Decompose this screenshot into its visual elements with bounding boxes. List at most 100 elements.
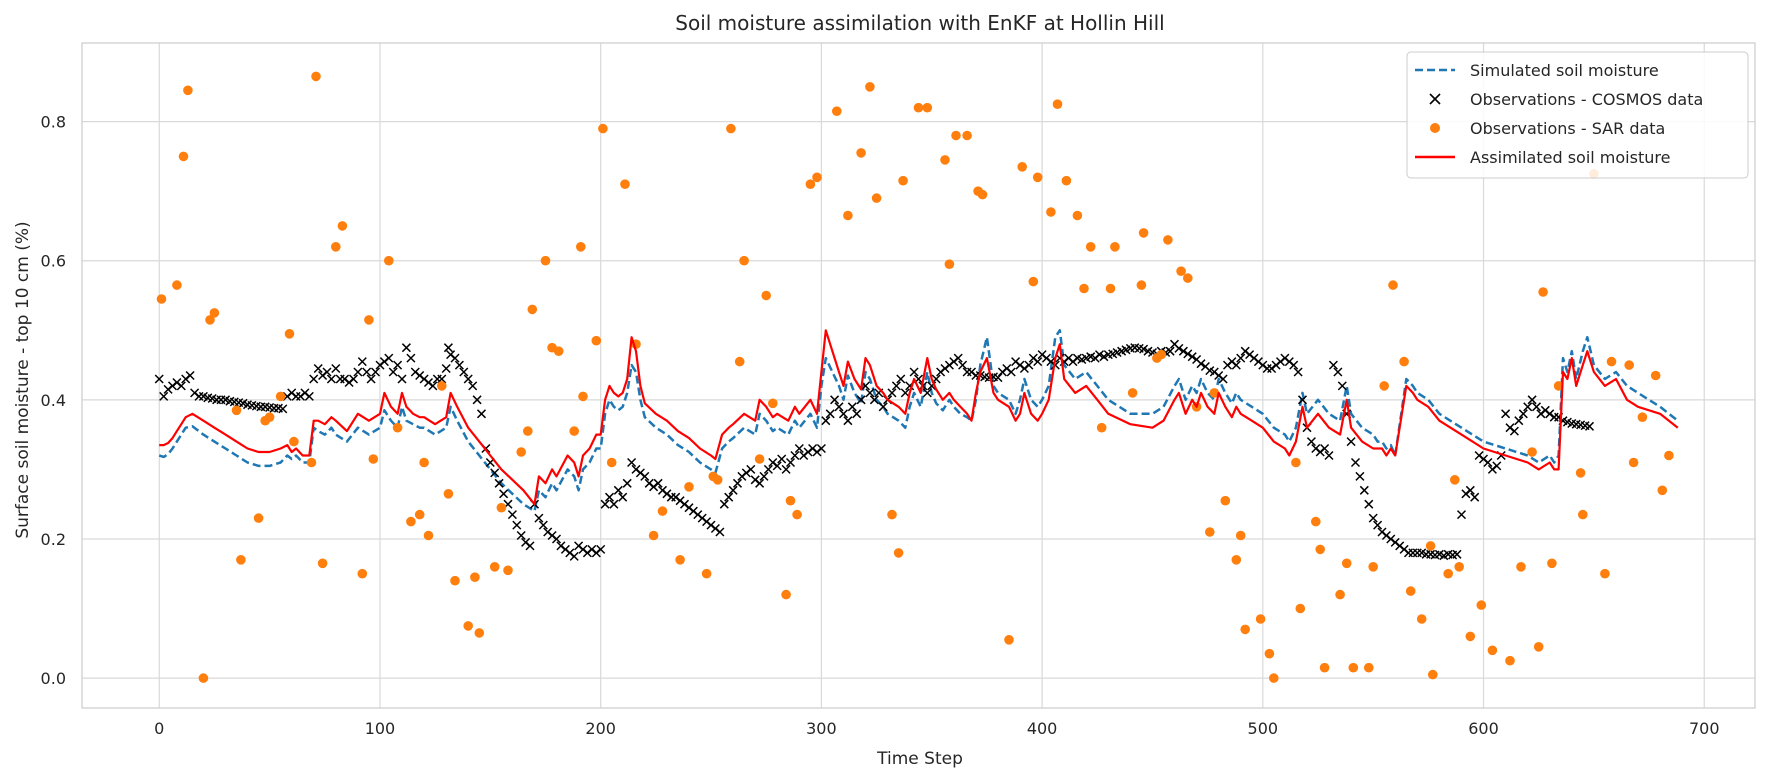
sar-point (1516, 562, 1526, 572)
sar-point (812, 173, 822, 183)
sar-point (338, 221, 348, 231)
sar-point (1157, 350, 1167, 360)
sar-point (1466, 632, 1476, 642)
sar-point (364, 315, 374, 325)
sar-point (1538, 287, 1548, 297)
sar-point (914, 103, 924, 113)
sar-point (1079, 284, 1089, 294)
sar-point (684, 482, 694, 492)
sar-point (475, 628, 485, 638)
sar-point (945, 259, 955, 269)
sar-point (1443, 569, 1453, 579)
sar-point (1291, 458, 1301, 468)
sar-point (1137, 280, 1147, 290)
sar-point (887, 510, 897, 520)
sar-point (1110, 242, 1120, 252)
sar-point (1379, 381, 1389, 391)
sar-point (726, 124, 736, 134)
sar-point (1046, 207, 1056, 217)
x-axis-label: Time Step (876, 749, 963, 769)
sar-point (470, 572, 480, 582)
legend-simulated-label: Simulated soil moisture (1470, 61, 1659, 80)
sar-point (1576, 468, 1586, 478)
sar-point (157, 294, 167, 304)
sar-point (1265, 649, 1275, 659)
sar-point (1600, 569, 1610, 579)
sar-point (1651, 371, 1661, 381)
y-tick-label: 0.4 (41, 391, 66, 410)
sar-point (444, 489, 454, 499)
sar-point (523, 426, 533, 436)
sar-point (285, 329, 295, 339)
sar-point (415, 510, 425, 520)
sar-point (1388, 280, 1398, 290)
sar-point (265, 412, 275, 422)
sar-point (898, 176, 908, 186)
sar-point (1086, 242, 1096, 252)
sar-point (419, 458, 429, 468)
sar-point (1629, 458, 1639, 468)
sar-point (1053, 99, 1063, 109)
sar-point (1017, 162, 1027, 172)
sar-point (318, 559, 328, 569)
sar-point (576, 242, 586, 252)
sar-point (1139, 228, 1149, 238)
sar-point (792, 510, 802, 520)
sar-point (1454, 562, 1464, 572)
sar-point (497, 503, 507, 513)
sar-point (1256, 614, 1266, 624)
y-tick-label: 0.0 (41, 669, 66, 688)
sar-point (1364, 663, 1374, 673)
legend-assimilated-label: Assimilated soil moisture (1470, 148, 1670, 167)
sar-point (658, 506, 668, 516)
sar-point (450, 576, 460, 586)
x-tick-label: 500 (1248, 719, 1279, 738)
sar-point (755, 454, 765, 464)
sar-point (1335, 590, 1345, 600)
sar-point (179, 152, 189, 162)
sar-point (1029, 277, 1039, 287)
sar-point (369, 454, 379, 464)
sar-point (1073, 211, 1083, 221)
sar-point (761, 291, 771, 301)
sar-point (1399, 357, 1409, 367)
sar-point (1349, 663, 1359, 673)
sar-point (289, 437, 299, 447)
sar-point (951, 131, 961, 141)
sar-point (384, 256, 394, 266)
sar-point (1240, 625, 1250, 635)
sar-point (1638, 412, 1648, 422)
sar-point (843, 211, 853, 221)
chart-title: Soil moisture assimilation with EnKF at … (675, 11, 1164, 35)
sar-point (786, 496, 796, 506)
sar-point (210, 308, 220, 318)
sar-point (1320, 663, 1330, 673)
sar-point (463, 621, 473, 631)
sar-point (781, 590, 791, 600)
sar-point (541, 256, 551, 266)
sar-point (739, 256, 749, 266)
sar-point (649, 531, 659, 541)
sar-point (1664, 451, 1674, 461)
sar-point (1311, 517, 1321, 527)
sar-point (1176, 266, 1186, 276)
sar-point (865, 82, 875, 92)
sar-point (1477, 600, 1487, 610)
sar-point (528, 305, 538, 315)
sar-point (1658, 486, 1668, 496)
sar-point (1428, 670, 1438, 680)
sar-point (1450, 475, 1460, 485)
y-tick-label: 0.8 (41, 113, 66, 132)
sar-point (424, 531, 434, 541)
sar-point (1505, 656, 1515, 666)
sar-point (331, 242, 341, 252)
sar-point (1342, 559, 1352, 569)
sar-point (1547, 559, 1557, 569)
x-tick-label: 600 (1468, 719, 1499, 738)
sar-point (1426, 541, 1436, 551)
sar-point (1236, 531, 1246, 541)
sar-point (1315, 545, 1325, 555)
sar-point (1062, 176, 1072, 186)
sar-point (1183, 273, 1193, 283)
